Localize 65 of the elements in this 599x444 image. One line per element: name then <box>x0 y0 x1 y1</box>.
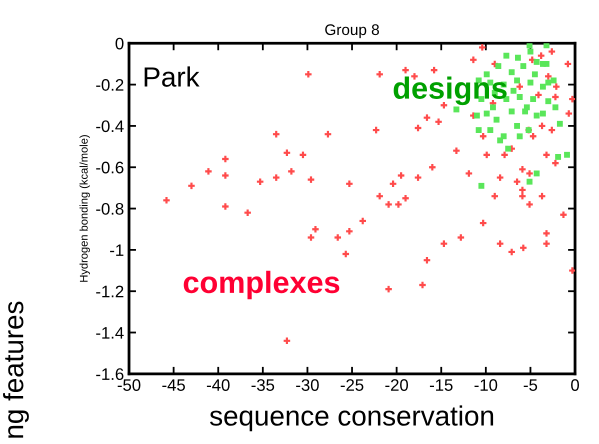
point <box>494 116 500 123</box>
point <box>530 96 536 102</box>
point <box>564 152 570 158</box>
point <box>484 110 490 116</box>
y-tick-label: -1.6 <box>96 368 124 380</box>
point <box>487 127 494 134</box>
point <box>534 112 540 119</box>
point <box>476 127 482 134</box>
x-tick-label: -10 <box>474 379 498 391</box>
point <box>516 94 523 100</box>
y-tick-label: -0.4 <box>96 120 124 132</box>
x-axis-title: sequence conservation <box>210 405 494 432</box>
point <box>534 170 540 176</box>
point <box>520 63 526 69</box>
point <box>544 43 550 48</box>
point <box>515 54 521 61</box>
point <box>495 63 502 69</box>
x-tick-label: -35 <box>252 379 274 391</box>
x-tick-label: -40 <box>206 379 230 391</box>
point <box>527 48 534 54</box>
y-tick-label: -1.2 <box>96 286 124 298</box>
point <box>526 43 532 48</box>
point <box>514 78 520 84</box>
point <box>508 108 515 114</box>
y-tick-label: -0.8 <box>96 202 124 215</box>
y-tick-label: -0.2 <box>96 79 124 91</box>
x-tick-label: -15 <box>430 379 453 391</box>
point <box>474 112 480 119</box>
x-tick-label: -5 <box>524 379 538 391</box>
point <box>534 58 540 65</box>
point <box>505 146 512 152</box>
x-tick-label: -45 <box>162 379 185 391</box>
point <box>550 78 557 84</box>
y-axis-title: Hydrogen bonding (kcal/mole) <box>80 135 90 282</box>
x-tick-label: -30 <box>296 379 319 391</box>
point <box>453 106 460 112</box>
point <box>540 61 546 67</box>
point <box>503 52 510 59</box>
point <box>552 104 558 110</box>
point <box>540 110 546 116</box>
point <box>556 120 563 127</box>
y-tick-label: -1.4 <box>96 327 124 339</box>
point <box>532 71 538 78</box>
point <box>478 182 484 189</box>
point <box>514 122 520 129</box>
series-label: designs <box>394 76 507 106</box>
x-tick-label: -50 <box>118 379 140 391</box>
point <box>526 178 532 185</box>
x-tick-label: -20 <box>385 379 408 391</box>
annotation: Park <box>144 66 200 87</box>
chart-title: Group 8 <box>325 24 379 38</box>
point <box>524 104 530 110</box>
series-label: complexes <box>184 270 340 300</box>
point <box>527 80 534 86</box>
point <box>555 154 562 160</box>
y-tick-label: -0.6 <box>96 162 124 174</box>
x-tick-label: 0 <box>571 379 580 391</box>
point <box>510 88 516 94</box>
x-tick-label: -25 <box>340 379 364 391</box>
point <box>540 84 546 90</box>
text: ng features <box>3 302 29 438</box>
point <box>497 137 504 144</box>
y-tick-label: 0 <box>116 38 124 50</box>
point <box>545 98 552 104</box>
y-tick-label: -1 <box>110 244 124 256</box>
